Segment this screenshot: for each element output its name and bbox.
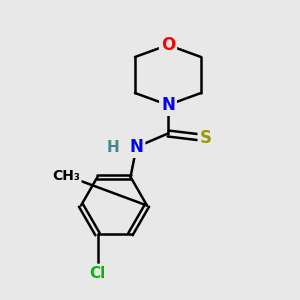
Text: H: H	[106, 140, 119, 154]
Text: Cl: Cl	[89, 266, 106, 280]
Text: N: N	[130, 138, 143, 156]
Text: CH₃: CH₃	[52, 169, 80, 182]
Text: S: S	[200, 129, 211, 147]
Text: O: O	[161, 36, 175, 54]
Text: N: N	[161, 96, 175, 114]
